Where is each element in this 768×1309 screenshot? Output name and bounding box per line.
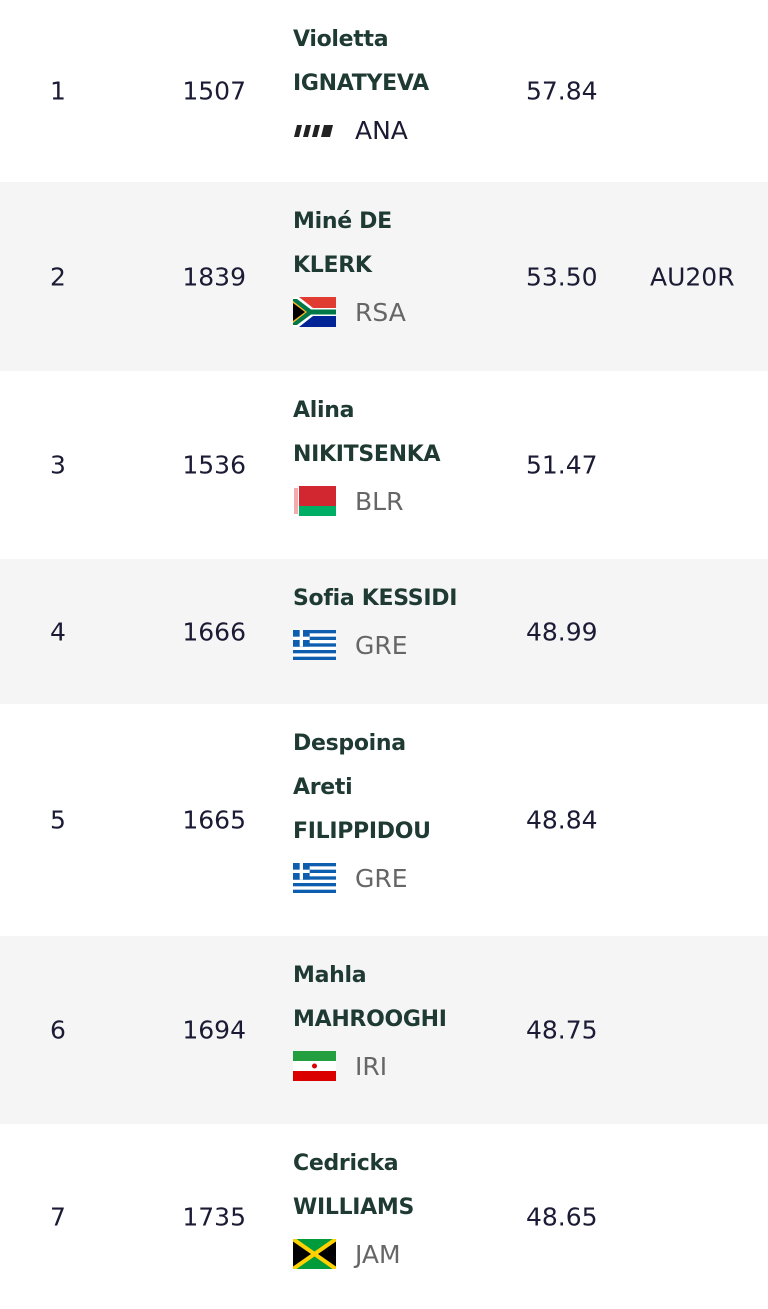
bib: 1665 — [182, 805, 246, 835]
athlete-name: MAHROOGHI — [293, 1007, 447, 1032]
country: RSA — [355, 297, 406, 327]
athlete: Cedricka WILLIAMS JAM — [293, 1142, 414, 1278]
record-note: AU20R — [650, 262, 735, 291]
athlete-name: KLERK — [293, 253, 372, 278]
team-logo — [294, 125, 333, 137]
bib: 1735 — [182, 1202, 246, 1231]
bib: 1507 — [182, 76, 246, 106]
country: ANA — [355, 115, 408, 145]
athlete: Sofia KESSIDI GRE — [293, 577, 457, 669]
result: 48.75 — [526, 1015, 598, 1045]
flag — [293, 863, 336, 893]
country: IRI — [355, 1051, 388, 1081]
bib: 1694 — [182, 1015, 246, 1045]
flag — [293, 1239, 336, 1269]
bib: 1839 — [182, 262, 246, 291]
athlete-name: Mahla — [293, 963, 367, 988]
place: 3 — [50, 450, 66, 480]
flag — [293, 1051, 336, 1081]
athlete-name: Alina — [293, 398, 355, 423]
result-row: 5 1665 Despoina Areti FILIPPIDOU GRE 48.… — [0, 704, 768, 936]
athlete: Mahla MAHROOGHI IRI — [293, 954, 447, 1090]
athlete: Despoina Areti FILIPPIDOU GRE — [293, 722, 431, 902]
result: 48.65 — [526, 1202, 598, 1231]
result-row: 1 1507 Violetta IGNATYEVA ANA 57.84 — [0, 0, 768, 182]
place: 1 — [50, 76, 66, 106]
athlete-name: Cedricka — [293, 1151, 399, 1176]
country: GRE — [355, 863, 408, 893]
result-row: 7 1735 Cedricka WILLIAMS JAM 48.65 — [0, 1124, 768, 1309]
result: 53.50 — [526, 262, 598, 291]
bib: 1536 — [182, 450, 246, 480]
result: 48.99 — [526, 617, 598, 646]
place: 7 — [50, 1202, 66, 1231]
place: 6 — [50, 1015, 66, 1045]
result: 48.84 — [526, 805, 598, 835]
athlete-name: NIKITSENKA — [293, 442, 441, 467]
place: 5 — [50, 805, 66, 835]
athlete: Alina NIKITSENKA BLR — [293, 389, 441, 525]
athlete-name: WILLIAMS — [293, 1195, 415, 1220]
result-row: 3 1536 Alina NIKITSENKA BLR 51.47 — [0, 371, 768, 559]
country: JAM — [355, 1239, 401, 1269]
athlete: Miné DE KLERK RSA — [293, 200, 406, 336]
result: 57.84 — [526, 76, 598, 106]
athlete-name: Despoina — [293, 731, 406, 756]
place: 2 — [50, 262, 66, 291]
flag — [293, 630, 336, 660]
athlete-name: FILIPPIDOU — [293, 819, 431, 844]
athlete-name: Sofia KESSIDI — [293, 586, 458, 611]
athlete-name: Miné DE — [293, 209, 392, 234]
result-row: 4 1666 Sofia KESSIDI GRE 48.99 — [0, 559, 768, 704]
result: 51.47 — [526, 450, 598, 480]
place: 4 — [50, 617, 66, 646]
flag — [293, 297, 336, 327]
athlete-name: Areti — [293, 775, 353, 800]
country: GRE — [355, 630, 408, 660]
athlete-name: Violetta — [293, 27, 389, 52]
result-row: 2 1839 Miné DE KLERK RSA 53.50 AU20R — [0, 182, 768, 371]
flag — [293, 486, 336, 516]
bib: 1666 — [182, 617, 246, 646]
result-row: 6 1694 Mahla MAHROOGHI IRI 48.75 — [0, 936, 768, 1124]
country: BLR — [355, 486, 404, 516]
athlete-name: IGNATYEVA — [293, 71, 429, 96]
athlete: Violetta IGNATYEVA ANA — [293, 18, 429, 154]
